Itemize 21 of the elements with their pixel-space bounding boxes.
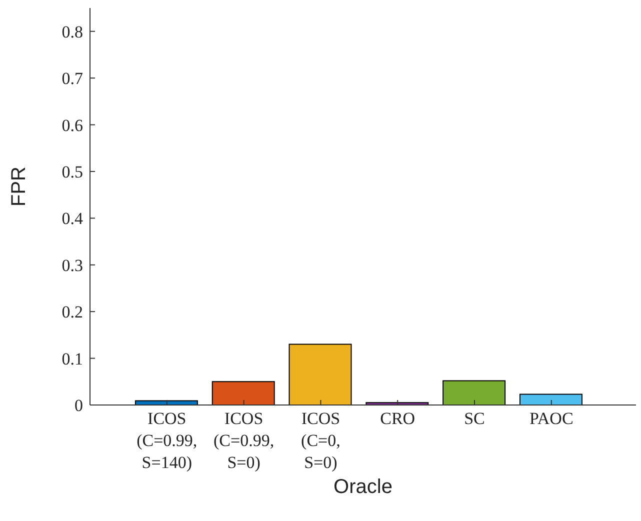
x-tick-label: ICOS (C=0.99, S=140) xyxy=(136,409,198,472)
x-tick-label: PAOC xyxy=(530,409,574,428)
x-tick-label: CRO xyxy=(380,409,416,428)
bar xyxy=(519,394,582,405)
x-tick-label: ICOS (C=0, S=0) xyxy=(301,409,340,472)
y-tick-label: 0.6 xyxy=(62,116,83,135)
y-tick-label: 0.4 xyxy=(62,209,84,228)
y-tick-label: 0.3 xyxy=(62,256,83,275)
y-tick-label: 0.2 xyxy=(62,302,83,322)
bar xyxy=(288,344,352,405)
y-tick-label: 0.1 xyxy=(62,349,83,368)
y-axis-title: FPR xyxy=(8,166,30,206)
y-tick-label: 0.7 xyxy=(62,69,84,88)
y-tick-label: 0.5 xyxy=(62,162,83,182)
x-tick-label: SC xyxy=(464,409,485,428)
y-tick-label: 0.8 xyxy=(62,22,83,42)
y-tick-label: 0 xyxy=(74,396,83,416)
x-axis-title: Oracle xyxy=(334,476,392,498)
bar xyxy=(442,380,506,405)
x-tick-label: ICOS (C=0.99, S=0) xyxy=(214,409,274,472)
bar xyxy=(212,381,275,405)
